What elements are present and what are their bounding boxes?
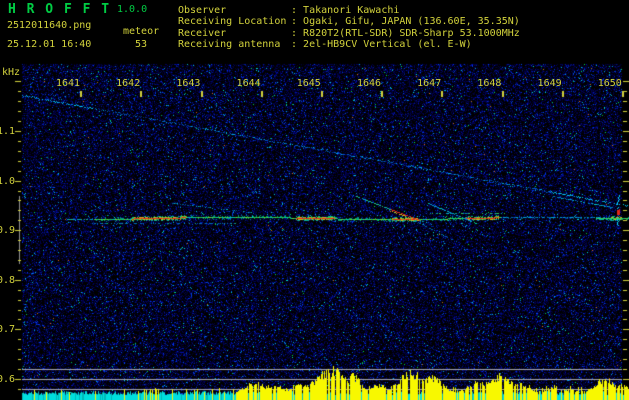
info-label: Receiver — [178, 27, 227, 39]
info-separator: : — [291, 39, 304, 51]
info-value: 2el-HB9CV Vertical (el. E-W) — [303, 39, 472, 51]
info-separator: : — [291, 5, 304, 16]
info-label: Observer — [178, 5, 227, 16]
frequency-tick-label: 1.0 — [0, 175, 16, 187]
info-value: R820T2(RTL-SDR) SDR-Sharp 53.1000MHz — [303, 27, 520, 39]
info-value: Takanori Kawachi — [303, 5, 400, 16]
time-tick-label: 1641 — [55, 78, 81, 89]
time-tick-label: 1644 — [236, 78, 261, 89]
observation-info: Observer: Takanori Kawachi Receiving Loca… — [178, 5, 520, 51]
info-row: Observer: Takanori Kawachi — [178, 5, 520, 16]
mode-label: meteor — [123, 26, 160, 37]
info-separator: : — [291, 16, 304, 28]
time-tick-label: 1646 — [356, 78, 382, 89]
frequency-tick-label: 1.1 — [0, 126, 16, 137]
frequency-tick-label: 0.9 — [0, 225, 16, 237]
app-title: H R O F F T — [8, 2, 111, 17]
time-tick-label: 1650 — [597, 78, 622, 89]
info-row: Receiving antenna: 2el-HB9CV Vertical (e… — [178, 39, 520, 50]
output-file-name: 2512011640.png — [7, 20, 92, 31]
info-value: Ogaki, Gifu, JAPAN (136.60E, 35.35N) — [303, 16, 520, 28]
info-row: Receiver: R820T2(RTL-SDR) SDR-Sharp 53.1… — [178, 28, 520, 39]
time-tick-label: 1649 — [537, 78, 562, 89]
frequency-tick-label: 0.8 — [0, 274, 16, 286]
timestamp: 25.12.01 16:40 — [7, 39, 92, 50]
info-label: Receiving Location — [178, 16, 287, 28]
time-tick-label: 1648 — [477, 78, 502, 89]
info-row: Receiving Location: Ogaki, Gifu, JAPAN (… — [178, 16, 520, 27]
frequency-tick-label: 0.7 — [0, 324, 16, 336]
y-axis-unit-label: kHz — [2, 67, 21, 78]
time-tick-label: 1645 — [296, 78, 321, 89]
meteor-count: 53 — [135, 39, 148, 50]
frequency-tick-label: 0.6 — [0, 374, 16, 385]
time-tick-label: 1643 — [176, 78, 201, 89]
app-version: 1.0.0 — [117, 4, 148, 15]
info-label: Receiving antenna — [178, 39, 281, 51]
info-separator: : — [291, 27, 304, 39]
time-tick-label: 1647 — [417, 78, 442, 89]
time-tick-label: 1642 — [116, 78, 141, 89]
